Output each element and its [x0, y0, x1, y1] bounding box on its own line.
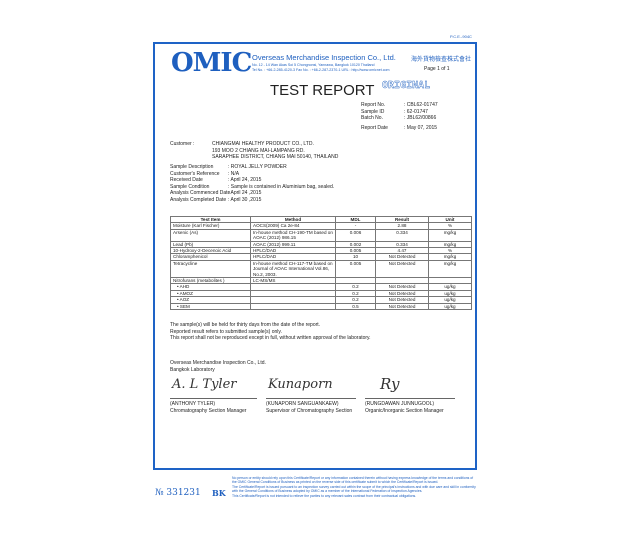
- company-contact: Tel No. : +66-2-285-4120-3 Fax No. : +66…: [252, 68, 390, 72]
- page-number: Page 1 of 1: [424, 66, 450, 72]
- table-cell: ug/kg: [428, 289, 472, 298]
- signatory-3: (RUNGDAWAN JUNNUGOOL) Organic/Inorganic S…: [365, 401, 444, 414]
- lab-name: Overseas Merchandise Inspection Co., Ltd…: [170, 360, 266, 373]
- signature-tyler: A. L Tyler: [172, 377, 237, 392]
- signature-line: [266, 398, 356, 399]
- company-address: No. 12 - 14 Wan Akas Soi 5 Chongnonsi, Y…: [252, 63, 375, 67]
- company-name-cn: 海外貨物檢查株式會社: [411, 57, 472, 63]
- table-cell: Arsenic (As): [170, 228, 251, 242]
- table-cell: Tetracycline: [170, 259, 251, 279]
- table-cell: 0.334: [375, 228, 429, 242]
- report-info: Report No.: CBL62-01747 Sample ID: 62-01…: [361, 102, 438, 131]
- table-cell: 0.5: [335, 302, 376, 311]
- signature-kunaporn: Kunaporn: [268, 377, 333, 392]
- signature-line: [170, 398, 257, 399]
- table-cell: %: [428, 222, 472, 230]
- signature-rungdawan: Ry: [380, 375, 400, 393]
- table-cell: [250, 302, 336, 311]
- notes: The sample(s) will be held for thirty da…: [170, 322, 371, 341]
- signatory-1: (ANTHONY TYLER) Chromatography Section Ma…: [170, 401, 247, 414]
- table-row: Chloramphenicol HPLC/DAD 10 Not Detected mg/…: [170, 253, 472, 261]
- customer-label: Customer :: [170, 141, 195, 147]
- report-info-row: Report Date: May 07, 2015: [361, 124, 438, 131]
- table-cell: • SEM: [170, 302, 251, 311]
- page-title: TEST REPORT: [270, 82, 375, 99]
- table-cell: mg/kg: [428, 228, 472, 242]
- original-stamp: ORIGINAL: [382, 80, 431, 91]
- table-cell: 0.005: [335, 259, 376, 279]
- results-table: Test Item Method MDL Result Unit Moisture (K…: [170, 215, 472, 311]
- table-row: 10-Hydroxy-2-Decenoic Acid HPLC/DAD 0.005 4…: [170, 246, 472, 255]
- table-cell: Not Detected: [375, 259, 429, 279]
- table-row: • SEM 0.5 Not Detected ug/kg: [170, 302, 472, 311]
- table-cell: ug/kg: [428, 283, 472, 291]
- signature-line: [365, 398, 455, 399]
- table-row: Moisture (Karl Fischer) AOCS(2009) Ca 2e-…: [170, 222, 472, 230]
- signatory-2: (KUNAPORN SANGUANKAEW) Supervisor of Chro…: [266, 401, 353, 414]
- report-info-row: Sample ID: 62-01747: [361, 108, 428, 115]
- serial-suffix: BK: [212, 488, 226, 498]
- table-row: Tetracycline In-house method CH-117-TM ba…: [170, 259, 472, 279]
- table-cell: %: [428, 246, 472, 255]
- form-code: P.C.E.-904C: [450, 34, 472, 39]
- table-cell: 0.006: [335, 228, 376, 242]
- customer-address: CHIANGMAI HEALTHY PRODUCT CO., LTD. 193 M…: [212, 141, 339, 160]
- table-cell: mg/kg: [428, 259, 472, 279]
- table-cell: In-house method CH-190-TM based on AOAC …: [250, 228, 336, 242]
- report-info-row: Batch No.: JBL62/00866: [361, 115, 437, 121]
- serial-number: № 331231: [155, 488, 201, 498]
- column-header: Unit: [428, 215, 472, 224]
- table-row: Arsenic (As) In-house method CH-190-TM ba…: [170, 228, 472, 242]
- table-row: Lead (Pb) AOAC (2012) 999.11 0.002 0.334 mg/…: [170, 240, 472, 249]
- report-frame: [153, 42, 477, 470]
- table-cell: Not Detected: [375, 302, 429, 311]
- table-cell: mg/kg: [428, 240, 472, 249]
- company-name: Overseas Merchandise Inspection Co., Ltd…: [252, 53, 396, 62]
- table-cell: mg/kg: [428, 253, 472, 261]
- table-cell: In-house method CH-117-TM based on Journ…: [250, 259, 336, 279]
- table-cell: ug/kg: [428, 302, 472, 311]
- table-cell: ug/kg: [428, 296, 472, 304]
- omic-logo: OMIC: [171, 48, 252, 78]
- report-info-row: Report No.: CBL62-01747: [361, 102, 438, 108]
- sample-info: Sample Description: ROYAL JELLY POWDER C…: [170, 164, 335, 203]
- footer-disclaimer: No person or entity should rely upon thi…: [232, 476, 476, 498]
